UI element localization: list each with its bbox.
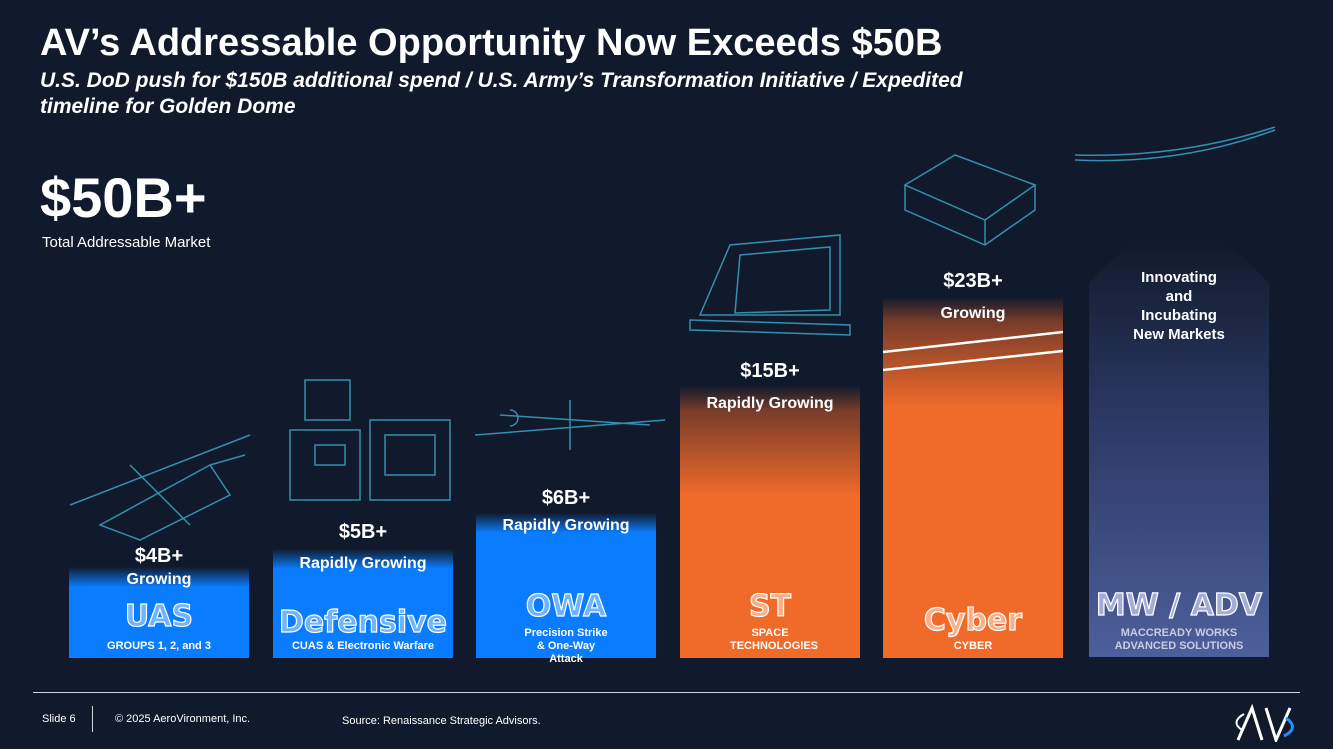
page-subtitle: U.S. DoD push for $150B additional spend… xyxy=(40,69,963,118)
bar-defensive: Rapidly Growing Defensive CUAS & Electro… xyxy=(273,549,453,658)
owa-desc: Precision Strike & One-Way Attack xyxy=(524,627,608,665)
defensive-growth: Rapidly Growing xyxy=(299,555,427,572)
source-note: Source: Renaissance Strategic Advisors. xyxy=(342,715,541,727)
bar-uas: Growing UAS GROUPS 1, 2, and 3 xyxy=(69,567,249,658)
uas-aircraft-icon xyxy=(69,434,251,541)
st-value: $15B+ xyxy=(740,360,800,382)
defensive-value: $5B+ xyxy=(338,521,388,543)
cyber-value: $23B+ xyxy=(943,270,1003,292)
uas-desc: GROUPS 1, 2, and 3 xyxy=(107,640,211,652)
footer-separator xyxy=(92,706,93,732)
defensive-system-icon xyxy=(289,379,451,501)
uas-name: UAS xyxy=(124,598,194,634)
mw-adv-arrow xyxy=(1089,195,1269,657)
owa-value: $6B+ xyxy=(541,487,591,509)
st-growth: Rapidly Growing xyxy=(706,395,834,412)
cyber-hardware-icon xyxy=(903,154,1037,246)
bar-cyber: Growing Cyber CYBER xyxy=(883,297,1063,658)
owa-name: OWA xyxy=(525,588,607,624)
defensive-name: Defensive xyxy=(278,604,448,640)
bar-st: Rapidly Growing ST SPACE TECHNOLOGIES xyxy=(680,386,860,658)
cyber-growth: Growing xyxy=(940,305,1006,322)
cyber-name: Cyber xyxy=(923,602,1023,638)
defensive-desc: CUAS & Electronic Warfare xyxy=(291,640,435,652)
copyright: © 2025 AeroVironment, Inc. xyxy=(115,713,251,725)
tam-label: Total Addressable Market xyxy=(42,234,211,251)
uas-value: $4B+ xyxy=(134,545,184,567)
footer-divider xyxy=(33,692,1300,693)
mw-adv-desc: MACCREADY WORKS ADVANCED SOLUTIONS xyxy=(1114,627,1244,652)
page-title: AV’s Addressable Opportunity Now Exceeds… xyxy=(40,22,943,64)
owa-growth: Rapidly Growing xyxy=(502,517,630,534)
av-logo xyxy=(1235,704,1294,742)
uas-growth: Growing xyxy=(126,571,192,588)
space-satellite-icon xyxy=(689,234,851,336)
bar-owa: Rapidly Growing OWA Precision Strike & O… xyxy=(476,513,656,665)
high-altitude-aircraft-icon xyxy=(1074,126,1276,162)
axis-break-lines xyxy=(883,330,1063,372)
st-desc: SPACE TECHNOLOGIES xyxy=(730,627,819,652)
cyber-desc: CYBER xyxy=(953,640,993,652)
owa-drone-icon xyxy=(474,400,666,450)
mw-adv-growth: Innovating and Incubating New Markets xyxy=(1133,269,1225,343)
slide-number: Slide 6 xyxy=(42,713,76,725)
st-name: ST xyxy=(748,588,792,624)
tam-value: $50B+ xyxy=(40,166,207,229)
mw-adv-name: MW / ADV xyxy=(1095,587,1263,623)
